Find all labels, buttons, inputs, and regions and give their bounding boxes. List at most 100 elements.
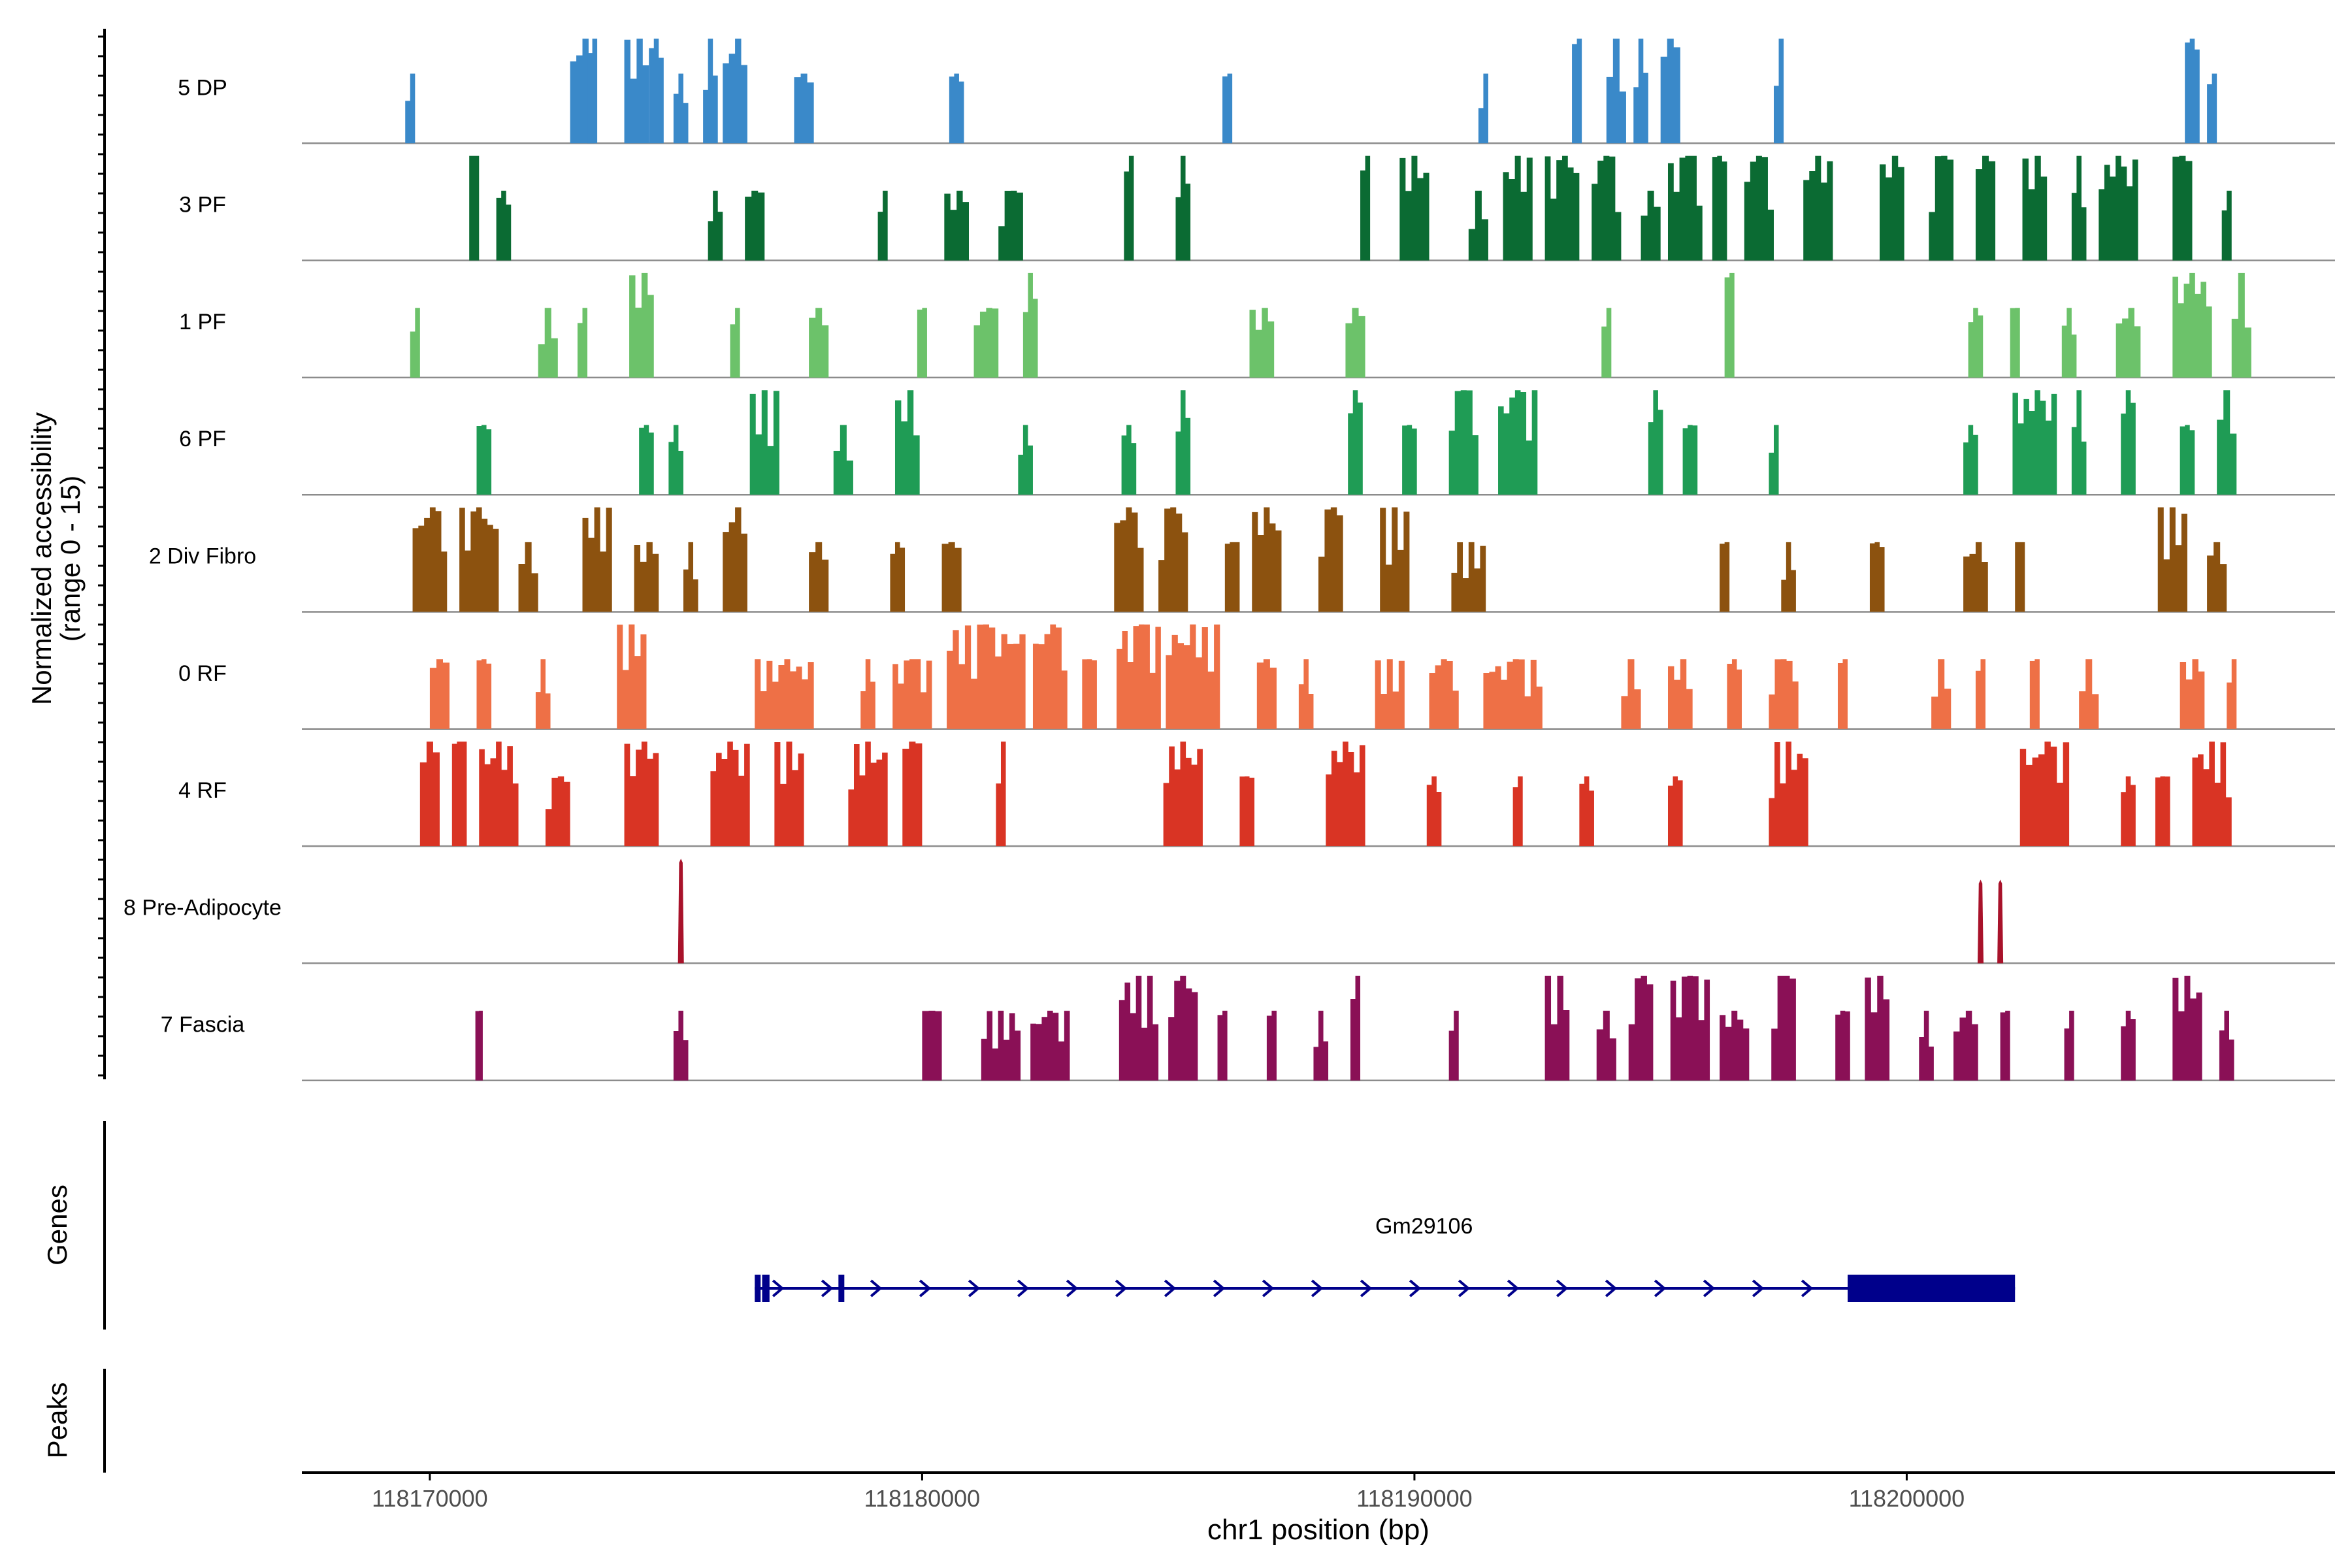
coverage-peak xyxy=(1744,155,1774,261)
coverage-peak xyxy=(2064,1011,2074,1081)
coverage-peak xyxy=(1350,975,1361,1081)
strand-arrow xyxy=(772,1279,785,1298)
coverage-peak xyxy=(902,742,923,847)
coverage-peak xyxy=(1032,624,1068,729)
coverage-peak xyxy=(941,542,962,612)
coverage-peak xyxy=(1579,776,1594,847)
coverage-peak xyxy=(833,425,853,495)
track-label: 6 PF xyxy=(179,427,226,451)
coverage-peak xyxy=(1641,190,1661,261)
coverage-peak xyxy=(1121,425,1137,495)
coverage-peak xyxy=(1429,659,1459,729)
coverage-peak xyxy=(1724,272,1735,378)
track-label: 5 DP xyxy=(178,75,227,100)
coverage-peak xyxy=(917,308,927,378)
coverage-peak xyxy=(1222,73,1233,144)
coverage-peak xyxy=(410,308,420,378)
coverage-peak xyxy=(1633,39,1648,144)
coverage-peak xyxy=(2079,659,2099,729)
coverage-peak xyxy=(1175,155,1191,261)
coverage-peak xyxy=(949,73,964,144)
strand-arrow xyxy=(870,1279,883,1298)
coverage-peak xyxy=(1667,776,1683,847)
coverage-peak xyxy=(1498,390,1538,495)
x-tick-label: 118200000 xyxy=(1849,1485,1965,1512)
coverage-peak xyxy=(1781,542,1796,612)
coverage-peak xyxy=(518,542,538,612)
coverage-peak xyxy=(1931,659,1952,729)
coverage-peak xyxy=(1544,975,1570,1081)
strand-arrow xyxy=(968,1279,981,1298)
gene-name-label: Gm29106 xyxy=(1375,1214,1473,1239)
coverage-peak xyxy=(708,190,723,261)
coverage-peak xyxy=(535,659,551,729)
coverage-peak xyxy=(973,308,999,378)
track-label: 1 PF xyxy=(179,310,226,335)
coverage-peak xyxy=(1239,776,1255,847)
coverage-peak xyxy=(998,190,1023,261)
coverage-peak xyxy=(2192,742,2232,847)
coverage-peak xyxy=(1963,425,1978,495)
track: 4 RF xyxy=(178,742,2335,847)
coverage-peak xyxy=(2207,542,2227,612)
gene-exon xyxy=(1848,1275,2016,1302)
coverage-peak xyxy=(774,742,804,847)
coverage-peak xyxy=(419,742,440,847)
coverage-peak xyxy=(1348,390,1363,495)
coverage-tracks: 5 DP 3 PF 1 PF 6 PF 2 Div Fibro 0 RF 4 RF 8 Pre… xyxy=(123,39,2335,1081)
coverage-peak xyxy=(479,742,519,847)
coverage-peak xyxy=(2219,1011,2234,1081)
coverage-peak xyxy=(1298,659,1314,729)
coverage-peak xyxy=(1769,425,1779,495)
coverage-peak xyxy=(1375,659,1405,729)
coverage-peak xyxy=(2180,659,2205,729)
track: 8 Pre-Adipocyte xyxy=(123,858,2335,964)
coverage-peak xyxy=(1313,1011,1329,1081)
coverage-peak xyxy=(2000,1011,2010,1081)
coverage-peak xyxy=(1402,425,1417,495)
coverage-peak xyxy=(2071,155,2087,261)
coverage-peak xyxy=(755,659,814,729)
coverage-peak xyxy=(1968,308,1984,378)
strand-arrow xyxy=(1164,1279,1177,1298)
coverage-peak xyxy=(1803,155,1833,261)
coverage-peak xyxy=(1399,155,1429,261)
track: 6 PF xyxy=(179,390,2335,496)
genes-label: Genes xyxy=(42,1184,73,1266)
x-axis: 118170000 118180000 118190000 118200000 xyxy=(372,1473,1965,1512)
coverage-peak xyxy=(1977,879,1984,964)
x-axis-label: chr1 position (bp) xyxy=(1207,1514,1429,1546)
coverage-peak xyxy=(668,425,683,495)
coverage-peak xyxy=(1512,776,1523,847)
coverage-peak xyxy=(582,507,612,612)
coverage-peak xyxy=(1621,659,1641,729)
gene-exon xyxy=(755,1275,761,1302)
coverage-peak xyxy=(2071,390,2087,495)
coverage-peak xyxy=(723,39,747,144)
coverage-peak xyxy=(2121,1011,2136,1081)
coverage-peak xyxy=(1720,1011,1750,1081)
coverage-peak xyxy=(1963,542,1988,612)
coverage-peak xyxy=(1217,1011,1228,1081)
y-axis-label: Normalized accessibility xyxy=(26,412,57,705)
track: 7 Fascia xyxy=(161,975,2335,1081)
coverage-peak xyxy=(459,507,499,612)
gene-exon xyxy=(762,1275,770,1302)
coverage-peak xyxy=(2157,507,2187,612)
coverage-peak xyxy=(809,542,829,612)
coverage-peak xyxy=(2172,975,2202,1081)
strand-arrow xyxy=(1752,1279,1765,1298)
strand-arrow xyxy=(1213,1279,1226,1298)
coverage-peak xyxy=(1919,1011,1934,1081)
coverage-peak xyxy=(587,39,598,144)
coverage-peak xyxy=(634,542,659,612)
coverage-peak xyxy=(617,624,647,729)
y-axis-range-label: (range 0 - 15) xyxy=(55,476,86,642)
coverage-peak xyxy=(1483,659,1543,729)
strand-arrow xyxy=(1507,1279,1520,1298)
coverage-peak xyxy=(892,659,932,729)
coverage-peak xyxy=(1544,155,1580,261)
coverage-peak xyxy=(1975,155,1996,261)
track: 5 DP xyxy=(178,39,2335,144)
